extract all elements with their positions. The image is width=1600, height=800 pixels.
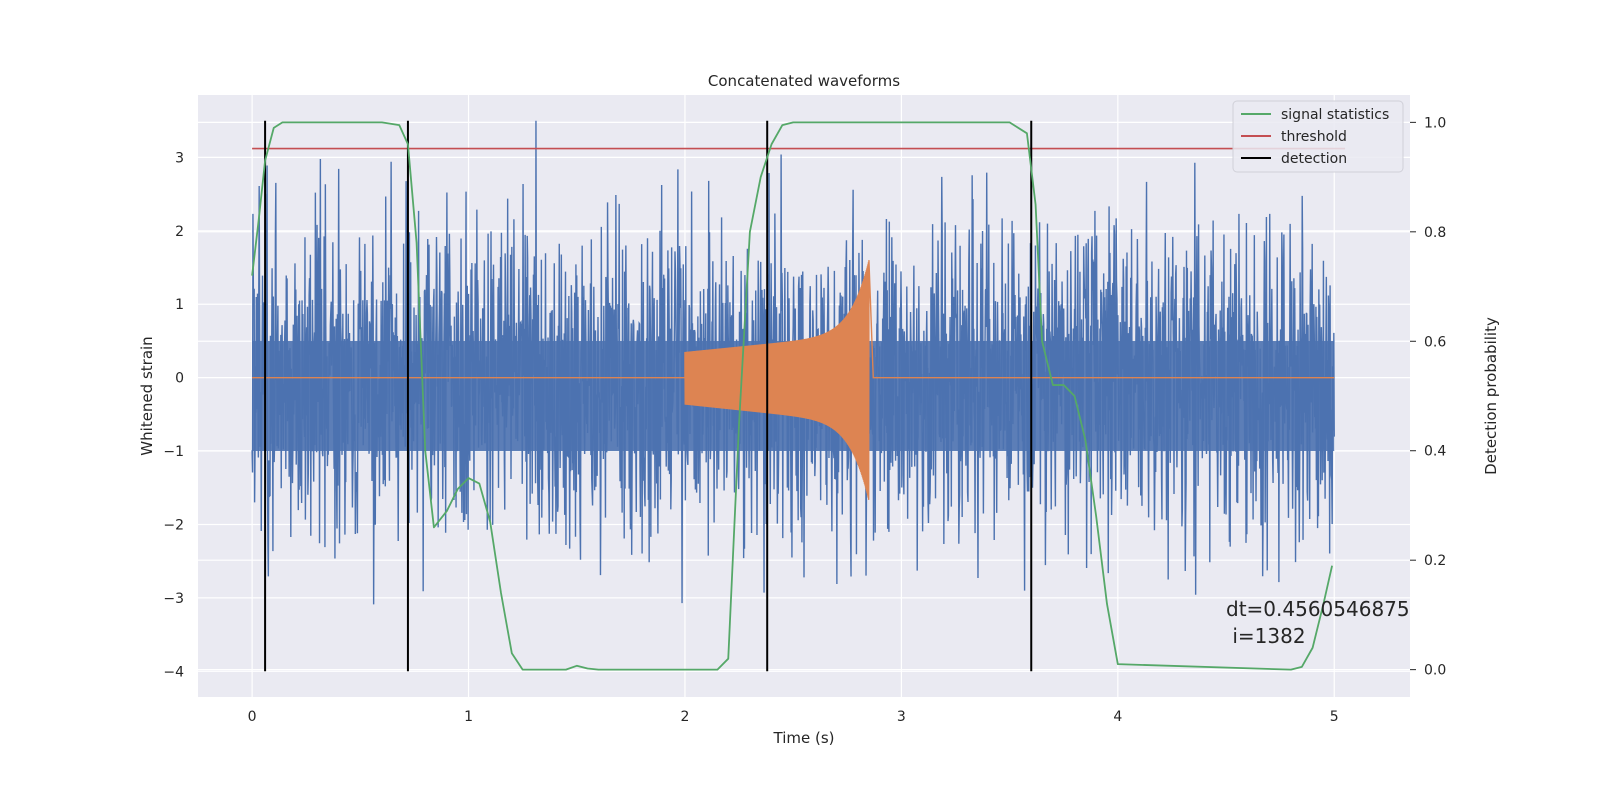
legend-label: signal statistics [1281, 107, 1389, 123]
y-tick-label-right: 0.6 [1424, 334, 1446, 350]
y-tick-label: 1 [175, 297, 184, 313]
y-tick-label-right: 1.0 [1424, 115, 1446, 131]
y-tick-label: −1 [163, 444, 184, 460]
x-axis-label: Time (s) [773, 729, 835, 747]
legend-box [1232, 100, 1404, 173]
y-tick-label: 2 [175, 224, 184, 240]
annotation-dt: dt=0.4560546875 [1226, 597, 1410, 621]
y-tick-label-right: 0.4 [1424, 444, 1446, 460]
y-tick-label: 0 [175, 371, 184, 387]
x-tick-label: 4 [1113, 709, 1122, 725]
y-axis-label: Whitened strain [138, 336, 156, 455]
y-tick-label: −2 [163, 517, 184, 533]
x-tick-label: 5 [1330, 709, 1339, 725]
x-tick-label: 0 [248, 709, 257, 725]
x-tick-label: 1 [464, 709, 473, 725]
series-layer [251, 120, 1346, 672]
x-tick-label: 3 [897, 709, 906, 725]
x-tick-label: 2 [681, 709, 690, 725]
y-tick-label: −3 [163, 591, 184, 607]
annotation-index: i=1382 [1226, 624, 1306, 648]
y-tick-label-right: 0.0 [1424, 663, 1446, 679]
legend-label: detection [1281, 151, 1347, 167]
tick-labels: 0 1 2 3 4 5 −4 −3 −2 −1 0 1 2 3 0.0 0.2 0.4 0.6 0.8 1.0 [163, 115, 1446, 725]
series-template [252, 260, 1335, 500]
y-tick-label: 3 [175, 150, 184, 166]
legend-label: threshold [1281, 129, 1347, 145]
legend: signal statistics threshold detection [1232, 100, 1404, 173]
y-tick-label-right: 0.8 [1424, 225, 1446, 241]
y-axis-label-right: Detection probability [1482, 317, 1500, 475]
y-tick-label: −4 [163, 664, 184, 680]
series-signal-statistics [251, 121, 1333, 671]
y-tick-label-right: 0.2 [1424, 553, 1446, 569]
chart-title: Concatenated waveforms [708, 72, 900, 90]
